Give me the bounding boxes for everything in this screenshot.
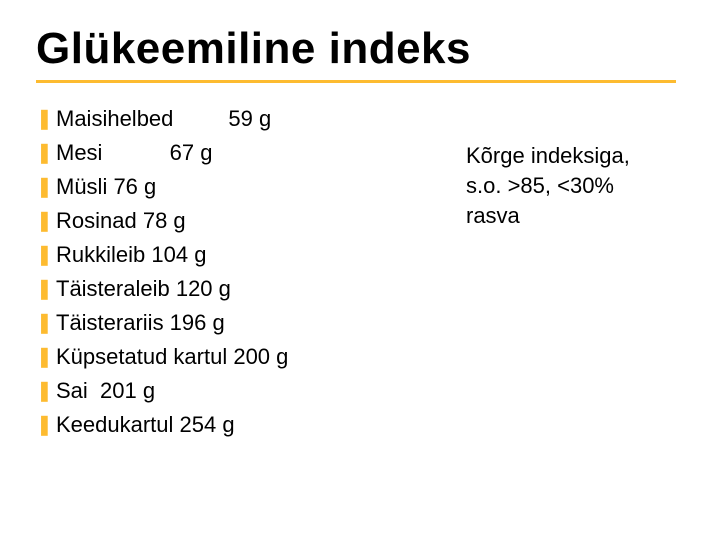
- list-item: ❚ Mesi 67 g: [36, 139, 466, 167]
- item-label: Keedukartul 254 g: [56, 411, 235, 439]
- slide-title: Glükeemiline indeks: [36, 24, 684, 74]
- list-item: ❚ Küpsetatud kartul 200 g: [36, 343, 466, 371]
- item-label: Sai 201 g: [56, 377, 155, 405]
- bullet-icon: ❚: [36, 241, 56, 269]
- side-line: s.o. >85, <30%: [466, 171, 706, 201]
- bullet-icon: ❚: [36, 207, 56, 235]
- list-item: ❚ Rosinad 78 g: [36, 207, 466, 235]
- bullet-icon: ❚: [36, 139, 56, 167]
- side-note: Kõrge indeksiga, s.o. >85, <30% rasva: [466, 105, 706, 445]
- bullet-icon: ❚: [36, 411, 56, 439]
- food-list: ❚ Maisihelbed 59 g ❚ Mesi 67 g ❚ Müsli 7…: [36, 105, 466, 445]
- item-label: Maisihelbed 59 g: [56, 105, 271, 133]
- item-label: Küpsetatud kartul 200 g: [56, 343, 288, 371]
- list-item: ❚ Täisterariis 196 g: [36, 309, 466, 337]
- content-row: ❚ Maisihelbed 59 g ❚ Mesi 67 g ❚ Müsli 7…: [36, 105, 684, 445]
- title-underline: [36, 80, 676, 83]
- bullet-icon: ❚: [36, 105, 56, 133]
- item-label: Rosinad 78 g: [56, 207, 186, 235]
- slide: Glükeemiline indeks ❚ Maisihelbed 59 g ❚…: [0, 0, 720, 540]
- list-item: ❚ Sai 201 g: [36, 377, 466, 405]
- side-line: rasva: [466, 201, 706, 231]
- bullet-icon: ❚: [36, 377, 56, 405]
- item-label: Täisterariis 196 g: [56, 309, 225, 337]
- list-item: ❚ Müsli 76 g: [36, 173, 466, 201]
- bullet-icon: ❚: [36, 275, 56, 303]
- bullet-icon: ❚: [36, 173, 56, 201]
- item-label: Täisteraleib 120 g: [56, 275, 231, 303]
- item-label: Müsli 76 g: [56, 173, 156, 201]
- item-label: Mesi 67 g: [56, 139, 213, 167]
- bullet-icon: ❚: [36, 309, 56, 337]
- bullet-icon: ❚: [36, 343, 56, 371]
- list-item: ❚ Täisteraleib 120 g: [36, 275, 466, 303]
- list-item: ❚ Maisihelbed 59 g: [36, 105, 466, 133]
- list-item: ❚ Keedukartul 254 g: [36, 411, 466, 439]
- side-line: Kõrge indeksiga,: [466, 141, 706, 171]
- list-item: ❚ Rukkileib 104 g: [36, 241, 466, 269]
- item-label: Rukkileib 104 g: [56, 241, 206, 269]
